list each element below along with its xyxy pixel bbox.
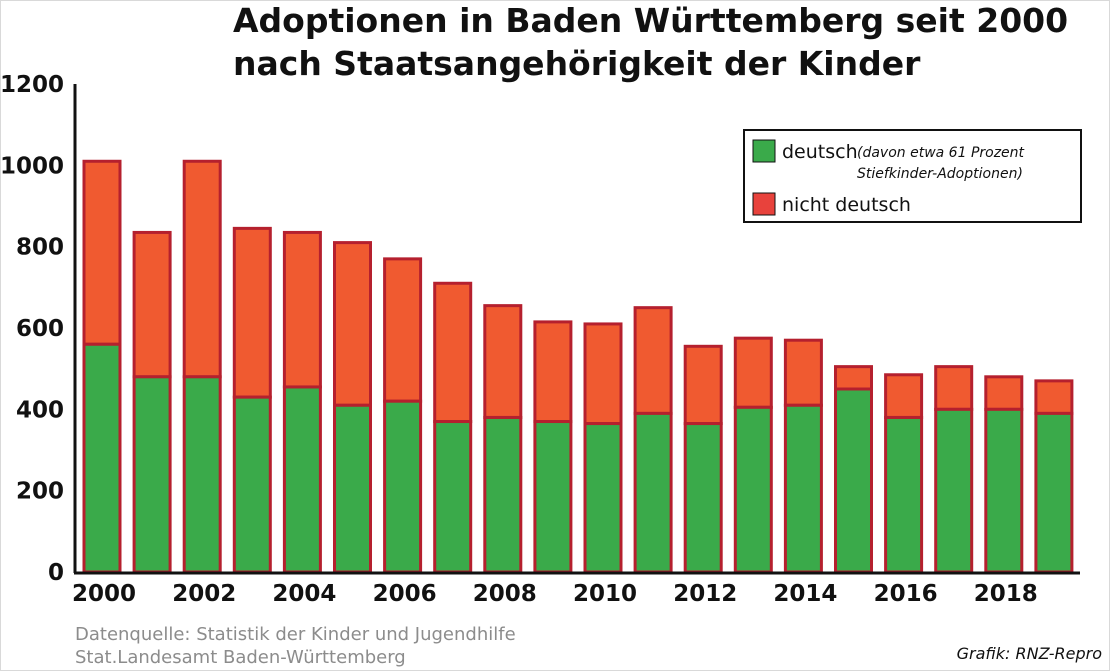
legend-swatch-nicht-deutsch xyxy=(752,192,776,216)
source-line1: Datenquelle: Statistik der Kinder und Ju… xyxy=(75,624,516,645)
bar-deutsch-2012 xyxy=(683,422,723,574)
bar-deutsch-2001 xyxy=(132,375,172,574)
bar-deutsch-2018 xyxy=(984,407,1024,574)
bar-deutsch-2005 xyxy=(333,403,372,574)
bar-nicht-deutsch-2001 xyxy=(132,230,172,379)
bar-deutsch-2000 xyxy=(82,342,122,574)
legend-note-line1: (davon etwa 61 Prozent xyxy=(857,145,1025,161)
y-tick-label: 600 xyxy=(16,316,64,342)
bar-deutsch-2011 xyxy=(633,411,673,574)
legend-label-nicht-deutsch: nicht deutsch xyxy=(782,194,911,216)
bars xyxy=(82,159,1074,574)
bar-nicht-deutsch-2003 xyxy=(232,226,272,399)
legend-box xyxy=(743,129,1082,223)
x-tick-label: 2008 xyxy=(473,581,537,607)
x-tick-label: 2004 xyxy=(272,581,336,607)
x-tick-label: 2012 xyxy=(673,581,737,607)
bar-deutsch-2019 xyxy=(1034,411,1074,574)
legend-label-deutsch: deutsch xyxy=(782,141,858,163)
legend: deutsch (davon etwa 61 Prozent Stiefkind… xyxy=(743,129,1082,223)
bar-deutsch-2017 xyxy=(934,407,974,574)
legend-swatch-deutsch xyxy=(752,139,776,163)
bar-deutsch-2007 xyxy=(433,420,473,574)
y-tick-label: 1200 xyxy=(0,72,64,98)
bar-nicht-deutsch-2018 xyxy=(984,375,1024,411)
bar-nicht-deutsch-2017 xyxy=(934,365,974,411)
graphic-credit: Grafik: RNZ-Repro xyxy=(957,644,1103,663)
bar-deutsch-2015 xyxy=(834,387,873,574)
legend-note-line2: Stiefkinder-Adoptionen) xyxy=(857,166,1023,182)
x-tick-label: 2014 xyxy=(773,581,837,607)
x-tick-label: 2016 xyxy=(874,581,938,607)
x-axis: 2000 2002 2004 2006 2008 2010 2012 2014 2016 2018 xyxy=(72,571,1080,607)
bar-deutsch-2010 xyxy=(583,422,623,574)
y-tick-label: 200 xyxy=(16,479,64,505)
y-tick-label: 800 xyxy=(16,235,64,261)
bar-deutsch-2016 xyxy=(884,415,924,574)
y-tick-label: 400 xyxy=(16,397,64,423)
bar-nicht-deutsch-2009 xyxy=(533,320,573,424)
chart-title: Adoptionen in Baden Württemberg seit 200… xyxy=(233,1,1068,40)
x-tick-label: 2000 xyxy=(72,581,136,607)
y-axis: 0 200 400 600 800 1000 1200 xyxy=(0,72,77,586)
bar-nicht-deutsch-2008 xyxy=(483,304,523,419)
bar-deutsch-2014 xyxy=(783,403,823,574)
bar-deutsch-2003 xyxy=(232,395,272,574)
chart-subtitle: nach Staatsangehörigkeit der Kinder xyxy=(233,44,921,83)
bar-deutsch-2002 xyxy=(182,375,222,574)
bar-nicht-deutsch-2016 xyxy=(884,373,924,419)
bar-nicht-deutsch-2015 xyxy=(834,365,873,391)
bar-deutsch-2008 xyxy=(483,415,523,574)
bar-deutsch-2006 xyxy=(383,399,423,574)
source-line2: Stat.Landesamt Baden-Württemberg xyxy=(75,647,406,668)
bar-nicht-deutsch-2007 xyxy=(433,281,473,424)
bar-nicht-deutsch-2010 xyxy=(583,322,623,426)
bar-nicht-deutsch-2019 xyxy=(1034,379,1074,415)
x-tick-label: 2006 xyxy=(373,581,437,607)
bar-nicht-deutsch-2013 xyxy=(733,336,773,409)
y-tick-label: 0 xyxy=(48,560,64,586)
bar-nicht-deutsch-2004 xyxy=(282,230,322,389)
bar-nicht-deutsch-2014 xyxy=(783,338,823,407)
bar-deutsch-2009 xyxy=(533,420,573,574)
bar-nicht-deutsch-2011 xyxy=(633,306,673,415)
bar-nicht-deutsch-2012 xyxy=(683,344,723,426)
bar-deutsch-2013 xyxy=(733,405,773,574)
x-tick-label: 2018 xyxy=(974,581,1038,607)
bar-nicht-deutsch-2000 xyxy=(82,159,122,346)
x-tick-label: 2010 xyxy=(573,581,637,607)
bar-nicht-deutsch-2002 xyxy=(182,159,222,379)
bar-deutsch-2004 xyxy=(282,385,322,574)
bar-nicht-deutsch-2006 xyxy=(383,257,423,403)
bar-nicht-deutsch-2005 xyxy=(333,241,372,407)
y-tick-label: 1000 xyxy=(0,153,64,179)
x-tick-label: 2002 xyxy=(172,581,236,607)
